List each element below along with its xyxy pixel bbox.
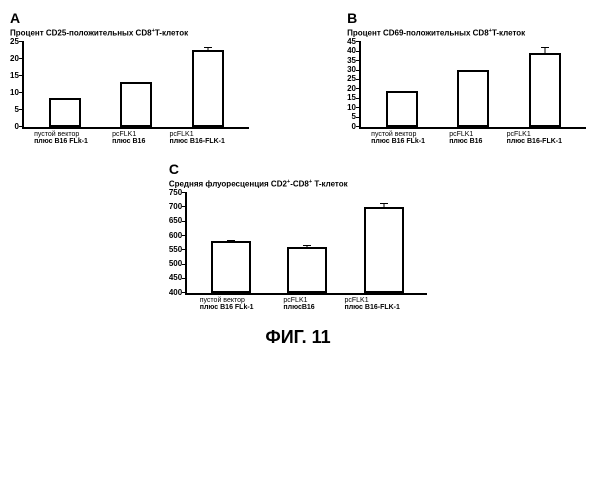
plot-area bbox=[359, 42, 586, 129]
panel-label: C bbox=[169, 161, 427, 177]
panel-title: Процент CD25-положительных CD8+T-клеток bbox=[10, 28, 249, 38]
panel-title: Средняя флуоресценция CD2+-CD8+ T-клеток bbox=[169, 179, 427, 189]
bar-0 bbox=[49, 98, 81, 127]
bar-1 bbox=[120, 82, 152, 126]
panel-c: C Средняя флуоресценция CD2+-CD8+ T-клето… bbox=[169, 161, 427, 312]
x-axis-labels: пустой векторплюс B16 FLk-1pcFLK1плюс B1… bbox=[359, 131, 574, 146]
bar-2 bbox=[364, 207, 404, 293]
panel-label: B bbox=[347, 10, 586, 26]
bar-0 bbox=[386, 91, 418, 127]
bar-0 bbox=[211, 241, 251, 292]
x-axis-labels: пустой векторплюс B16 FLk-1pcFLK1плюс B1… bbox=[22, 131, 237, 146]
bar-2 bbox=[529, 53, 561, 127]
panel-a: A Процент CD25-положительных CD8+T-клеток… bbox=[10, 10, 249, 146]
bar-2 bbox=[192, 50, 224, 127]
x-axis-labels: пустой векторплюс B16 FLk-1pcFLK1плюсB16… bbox=[185, 297, 415, 312]
figure-caption: ФИГ. 11 bbox=[10, 327, 586, 348]
bar-1 bbox=[287, 247, 327, 293]
panel-label: A bbox=[10, 10, 249, 26]
bar-1 bbox=[457, 70, 489, 127]
plot-area bbox=[185, 193, 427, 295]
y-axis: 2520151050 bbox=[10, 42, 22, 127]
panel-title: Процент CD69-положительных CD8+T-клеток bbox=[347, 28, 586, 38]
panel-b: B Процент CD69-положительных CD8+T-клеток… bbox=[347, 10, 586, 146]
plot-area bbox=[22, 42, 249, 129]
y-axis: 454035302520151050 bbox=[347, 42, 359, 127]
